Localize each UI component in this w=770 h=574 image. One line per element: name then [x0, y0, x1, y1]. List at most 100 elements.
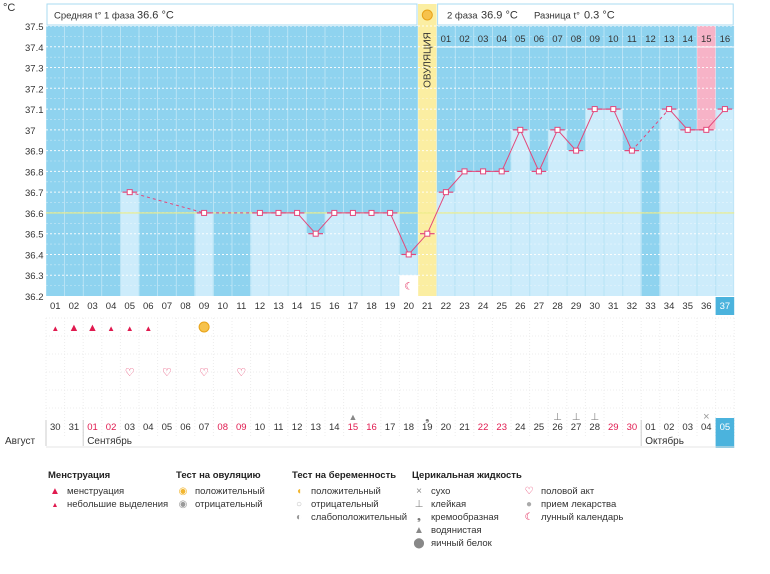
temp-line-segment	[501, 129, 521, 172]
legend-menstruation: Менструация ▲ менструация ▲ небольшие выде…	[48, 470, 168, 511]
cycle-day-label: 24	[478, 301, 489, 312]
cycle-day-label: 03	[87, 301, 98, 312]
cycle-day-label: 37	[720, 301, 731, 312]
cycle-day-label: 26	[515, 301, 526, 312]
cycle-day-label: 27	[534, 301, 545, 312]
cycle-day-label: 09	[199, 301, 210, 312]
dpo-label: 02	[459, 34, 470, 45]
y-tick-label: 36.5	[25, 230, 44, 241]
date-label: 31	[69, 422, 80, 433]
temp-line-segment	[705, 108, 726, 131]
preg-negative-icon: ○	[295, 499, 303, 510]
cycle-day-label: 04	[106, 301, 117, 312]
cycle-day-label: 29	[571, 301, 582, 312]
temp-point	[387, 209, 394, 216]
temp-bar	[120, 192, 139, 296]
temp-point	[498, 168, 505, 175]
date-label: 10	[255, 422, 266, 433]
cycle-day-label: 06	[143, 301, 154, 312]
date-label: 28	[589, 422, 600, 433]
date-label: 13	[310, 422, 321, 433]
date-label: 02	[106, 422, 117, 433]
sticky-icon: ⊥	[590, 412, 599, 423]
temp-line-segment	[408, 233, 428, 255]
temp-point	[610, 106, 617, 113]
cycle-day-label: 10	[217, 301, 228, 312]
date-label: 30	[50, 422, 61, 433]
preg-positive-icon: ◖	[295, 486, 303, 497]
temp-point	[349, 209, 356, 216]
temp-point	[126, 189, 133, 196]
dpo-label: 15	[701, 34, 712, 45]
cycle-day-label: 34	[664, 301, 675, 312]
cycle-day-label: 02	[69, 301, 80, 312]
date-label: 14	[329, 422, 340, 433]
temp-point	[666, 106, 673, 113]
date-label: 07	[199, 422, 210, 433]
legend-pregtest-negative: отрицательный	[311, 499, 379, 510]
legend-pregnancy-title: Тест на беременность	[292, 470, 397, 481]
temp-bar	[716, 109, 734, 296]
cycle-day-label: 14	[292, 301, 303, 312]
legend-pregtest-positive: положительный	[311, 486, 381, 497]
legend-other: ♡ половой акт ● прием лекарства ☾ лунный ка…	[522, 485, 624, 524]
y-tick-label: 36.3	[25, 271, 44, 282]
y-tick-label: 36.2	[25, 292, 44, 303]
y-tick-label: 37.1	[25, 105, 44, 116]
temp-line-segment	[575, 108, 596, 151]
date-label: 09	[236, 422, 247, 433]
legend-ovulation-title: Тест на овуляцию	[176, 470, 261, 481]
cycle-day-label: 32	[627, 301, 638, 312]
menstruation-drop-icon: ▲	[144, 324, 152, 333]
temp-line-segment	[296, 212, 317, 235]
intercourse-heart-icon: ♡	[125, 367, 135, 379]
y-tick-label: 37.2	[25, 84, 44, 95]
date-label: 16	[366, 422, 377, 433]
date-label: 04	[701, 422, 712, 433]
legend-medication: прием лекарства	[541, 499, 617, 510]
legend: Менструация ▲ менструация ▲ небольшие выде…	[0, 470, 770, 574]
sun-positive-icon: ◉	[178, 486, 188, 497]
temp-point	[721, 106, 728, 113]
temp-bar	[660, 109, 678, 296]
sticky-icon: ⊥	[572, 412, 581, 423]
dpo-label: 05	[515, 34, 526, 45]
temp-point	[275, 209, 282, 216]
preg-weak-icon: ◐	[295, 512, 303, 523]
date-label: 19	[422, 422, 433, 433]
legend-intercourse: половой акт	[541, 486, 595, 497]
temp-point	[554, 126, 561, 133]
cycle-day-label: 30	[589, 301, 600, 312]
cycle-day-label: 19	[385, 301, 396, 312]
moon-icon: ☾	[524, 512, 534, 523]
temp-point	[256, 209, 263, 216]
date-label: 26	[552, 422, 563, 433]
pill-icon: ●	[525, 499, 533, 510]
date-label: 20	[441, 422, 452, 433]
date-label: 03	[124, 422, 135, 433]
cycle-day-label: 35	[682, 301, 693, 312]
legend-spotting-item: небольшие выделения	[67, 499, 169, 510]
temp-bar	[567, 150, 585, 296]
intercourse-heart-icon: ♡	[199, 367, 209, 379]
temp-point	[703, 126, 710, 133]
date-label: 25	[534, 422, 545, 433]
temp-line-segment	[445, 171, 465, 193]
lunar-cell	[399, 275, 418, 296]
date-label: 17	[385, 422, 396, 433]
temp-point	[480, 168, 487, 175]
date-label: 29	[608, 422, 619, 433]
current-day-cell	[715, 297, 735, 315]
legend-cervical-creamy: кремообразная	[431, 512, 499, 523]
cycle-day-label: 18	[366, 301, 377, 312]
cycle-day-label: 33	[645, 301, 656, 312]
watery-icon: ▲	[348, 412, 357, 422]
cycle-day-label: 05	[124, 301, 135, 312]
temp-bar	[344, 212, 362, 296]
date-label: 05	[720, 422, 731, 433]
creamy-icon: ❟	[425, 412, 429, 424]
y-tick-label: 36.8	[25, 167, 44, 178]
temp-bar	[455, 171, 474, 296]
temp-bar	[288, 212, 306, 296]
drop-small-icon: ▲	[51, 502, 59, 509]
